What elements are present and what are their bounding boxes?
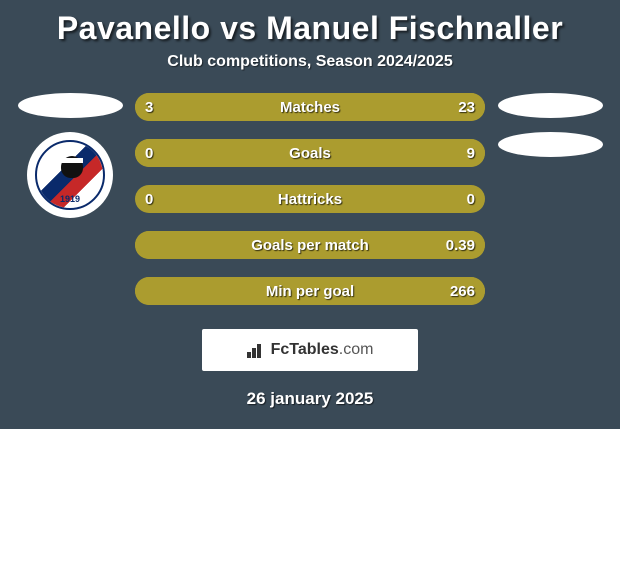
player-right-photo-placeholder — [498, 93, 603, 118]
stat-row: 00Hattricks — [135, 185, 485, 213]
club-badge-right-placeholder — [498, 132, 603, 157]
comparison-main: 1919 323Matches 09Goals 00Hattricks 0.39Goa… — [0, 93, 620, 305]
left-side: 1919 — [15, 93, 125, 218]
bars-chart-icon — [247, 342, 267, 358]
subtitle: Club competitions, Season 2024/2025 — [0, 53, 620, 93]
club-badge-left: 1919 — [27, 132, 113, 218]
stat-label: Hattricks — [135, 185, 485, 213]
right-side — [495, 93, 605, 157]
player-left-photo-placeholder — [18, 93, 123, 118]
footer-brand-text: FcTables.com — [271, 341, 374, 359]
stat-row: 266Min per goal — [135, 277, 485, 305]
brand-suffix: .com — [339, 341, 374, 358]
page-title: Pavanello vs Manuel Fischnaller — [0, 0, 620, 53]
stat-row: 323Matches — [135, 93, 485, 121]
club-badge-left-inner: 1919 — [35, 140, 105, 210]
footer-brand: FcTables.com — [202, 329, 418, 371]
stat-row: 0.39Goals per match — [135, 231, 485, 259]
stat-label: Matches — [135, 93, 485, 121]
stat-label: Min per goal — [135, 277, 485, 305]
stat-label: Goals — [135, 139, 485, 167]
brand-main: Tables — [289, 341, 339, 358]
comparison-card: Pavanello vs Manuel Fischnaller Club com… — [0, 0, 620, 429]
date-label: 26 january 2025 — [0, 389, 620, 409]
stat-row: 09Goals — [135, 139, 485, 167]
stat-label: Goals per match — [135, 231, 485, 259]
stat-rows: 323Matches 09Goals 00Hattricks 0.39Goals pe… — [135, 93, 485, 305]
brand-prefix: Fc — [271, 341, 290, 358]
badge-band-icon — [61, 158, 83, 163]
badge-year: 1919 — [37, 194, 103, 204]
